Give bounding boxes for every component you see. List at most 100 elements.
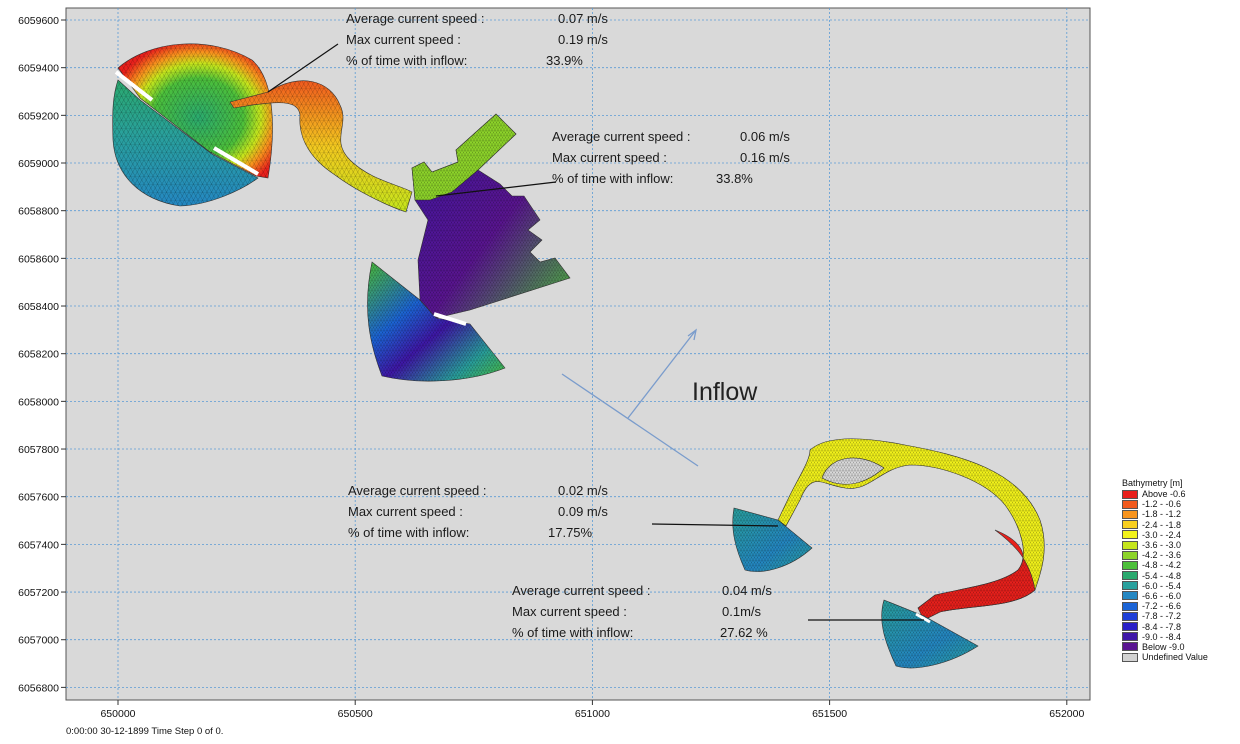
legend-item: -4.8 - -4.2 bbox=[1122, 560, 1238, 570]
legend-label: -4.2 - -3.6 bbox=[1142, 550, 1182, 561]
grid-lines bbox=[66, 8, 1090, 700]
se-channel bbox=[777, 438, 1045, 621]
middle-fan bbox=[367, 261, 506, 382]
nw-basin bbox=[112, 43, 273, 207]
callout-label: % of time with inflow: bbox=[512, 625, 634, 640]
callout-value: 0.1m/s bbox=[722, 604, 762, 619]
y-tick-label: 6058800 bbox=[18, 206, 59, 218]
legend-swatch bbox=[1122, 489, 1138, 499]
legend-label: -1.8 - -1.2 bbox=[1142, 509, 1182, 520]
callout-harbour: Average current speed : 0.06 m/s Max curr… bbox=[552, 126, 812, 189]
legend-label: -6.6 - -6.0 bbox=[1142, 590, 1182, 601]
legend-swatch bbox=[1122, 622, 1138, 632]
y-tick-label: 6058600 bbox=[18, 253, 59, 265]
legend-item: -9.0 - -8.4 bbox=[1122, 632, 1238, 642]
legend-label: -4.8 - -4.2 bbox=[1142, 560, 1182, 571]
callout-value: 0.19 m/s bbox=[558, 32, 608, 47]
y-tick-label: 6058000 bbox=[18, 396, 59, 408]
legend-swatch bbox=[1122, 642, 1138, 652]
legend-swatch bbox=[1122, 652, 1138, 662]
se-fan-west bbox=[732, 507, 813, 572]
legend-title: Bathymetry [m] bbox=[1122, 478, 1183, 488]
legend-item: -1.8 - -1.2 bbox=[1122, 509, 1238, 519]
y-tick-label: 6057000 bbox=[18, 635, 59, 647]
y-tick-label: 6059400 bbox=[18, 63, 59, 75]
legend-swatch bbox=[1122, 530, 1138, 540]
se-fan-east bbox=[881, 599, 979, 669]
callout-se-west: Average current speed : 0.02 m/s Max curr… bbox=[348, 480, 638, 543]
legend-swatch bbox=[1122, 509, 1138, 519]
legend-label: -7.2 - -6.6 bbox=[1142, 601, 1182, 612]
y-tick-label: 6057800 bbox=[18, 444, 59, 456]
legend-swatch bbox=[1122, 601, 1138, 611]
callout-value: 0.09 m/s bbox=[558, 504, 608, 519]
x-tick-label: 651000 bbox=[575, 708, 610, 720]
legend-item: -6.0 - -5.4 bbox=[1122, 581, 1238, 591]
legend-label: -3.6 - -3.0 bbox=[1142, 540, 1182, 551]
legend-label: -9.0 - -8.4 bbox=[1142, 631, 1182, 642]
callout-label: Average current speed : bbox=[348, 483, 487, 498]
legend-item: -2.4 - -1.8 bbox=[1122, 520, 1238, 530]
x-tick-label: 650000 bbox=[100, 708, 135, 720]
legend-swatch bbox=[1122, 632, 1138, 642]
status-bar-time: 0:00:00 30-12-1899 Time Step 0 of 0. bbox=[66, 726, 224, 737]
y-tick-label: 6058200 bbox=[18, 349, 59, 361]
bathymetry-legend: Bathymetry [m] Above -0.6 -1.2 - -0.6 -1.8… bbox=[1122, 478, 1238, 662]
nw-channel bbox=[229, 80, 413, 213]
inflow-label: Inflow bbox=[692, 378, 758, 406]
legend-item: -6.6 - -6.0 bbox=[1122, 591, 1238, 601]
legend-item: Undefined Value bbox=[1122, 652, 1238, 662]
y-tick-label: 6057200 bbox=[18, 587, 59, 599]
y-tick-label: 6057400 bbox=[18, 539, 59, 551]
y-tick-label: 6059200 bbox=[18, 110, 59, 122]
legend-item: -4.2 - -3.6 bbox=[1122, 550, 1238, 560]
legend-label: Above -0.6 bbox=[1142, 489, 1186, 500]
legend-label: -8.4 - -7.8 bbox=[1142, 621, 1182, 632]
callout-label: Average current speed : bbox=[346, 11, 485, 26]
y-tick-label: 6056800 bbox=[18, 682, 59, 694]
y-tick-label: 6057600 bbox=[18, 492, 59, 504]
legend-item: -1.2 - -0.6 bbox=[1122, 499, 1238, 509]
callout-value: 0.16 m/s bbox=[740, 150, 790, 165]
callout-label: Max current speed : bbox=[346, 32, 461, 47]
legend-item: -8.4 - -7.8 bbox=[1122, 621, 1238, 632]
callout-nw: Average current speed : 0.07 m/s Max curr… bbox=[346, 8, 608, 71]
callout-value: 17.75% bbox=[548, 525, 593, 540]
north-harbour bbox=[411, 113, 571, 319]
legend-item: -3.0 - -2.4 bbox=[1122, 530, 1238, 540]
y-tick-label: 6058400 bbox=[18, 301, 59, 313]
inflow-arrow bbox=[561, 328, 699, 467]
legend-swatch bbox=[1122, 571, 1138, 581]
legend-item: Below -9.0 bbox=[1122, 642, 1238, 652]
callout-label: Average current speed : bbox=[512, 583, 651, 598]
callout-value: 0.06 m/s bbox=[740, 129, 790, 144]
legend-item: -7.8 - -7.2 bbox=[1122, 611, 1238, 621]
x-tick-label: 650500 bbox=[338, 708, 373, 720]
callout-label: % of time with inflow: bbox=[346, 53, 468, 68]
legend-swatch bbox=[1122, 591, 1138, 601]
legend-swatch bbox=[1122, 581, 1138, 591]
legend-item: -7.2 - -6.6 bbox=[1122, 601, 1238, 611]
legend-label: -2.4 - -1.8 bbox=[1142, 519, 1182, 530]
callout-label: Average current speed : bbox=[552, 129, 691, 144]
y-tick-label: 6059600 bbox=[18, 15, 59, 27]
callout-se-east: Average current speed : 0.04 m/s Max curr… bbox=[512, 580, 802, 643]
axis-ticks: 6500006505006510006515006520006525006530… bbox=[18, 15, 1084, 720]
legend-item: -5.4 - -4.8 bbox=[1122, 571, 1238, 581]
callout-label: Max current speed : bbox=[348, 504, 463, 519]
callout-value: 0.04 m/s bbox=[722, 583, 772, 598]
legend-label: Below -9.0 bbox=[1142, 641, 1185, 652]
callout-value: 33.9% bbox=[546, 53, 583, 68]
callout-lines bbox=[267, 43, 924, 621]
legend-swatch bbox=[1122, 611, 1138, 621]
legend-item: Above -0.6 bbox=[1122, 489, 1238, 499]
legend-label: -7.8 - -7.2 bbox=[1142, 611, 1182, 622]
y-tick-label: 6059000 bbox=[18, 158, 59, 170]
x-tick-label: 652000 bbox=[1049, 708, 1084, 720]
x-tick-label: 651500 bbox=[812, 708, 847, 720]
callout-value: 27.62 % bbox=[720, 625, 768, 640]
callout-label: Max current speed : bbox=[512, 604, 627, 619]
callout-value: 0.02 m/s bbox=[558, 483, 608, 498]
